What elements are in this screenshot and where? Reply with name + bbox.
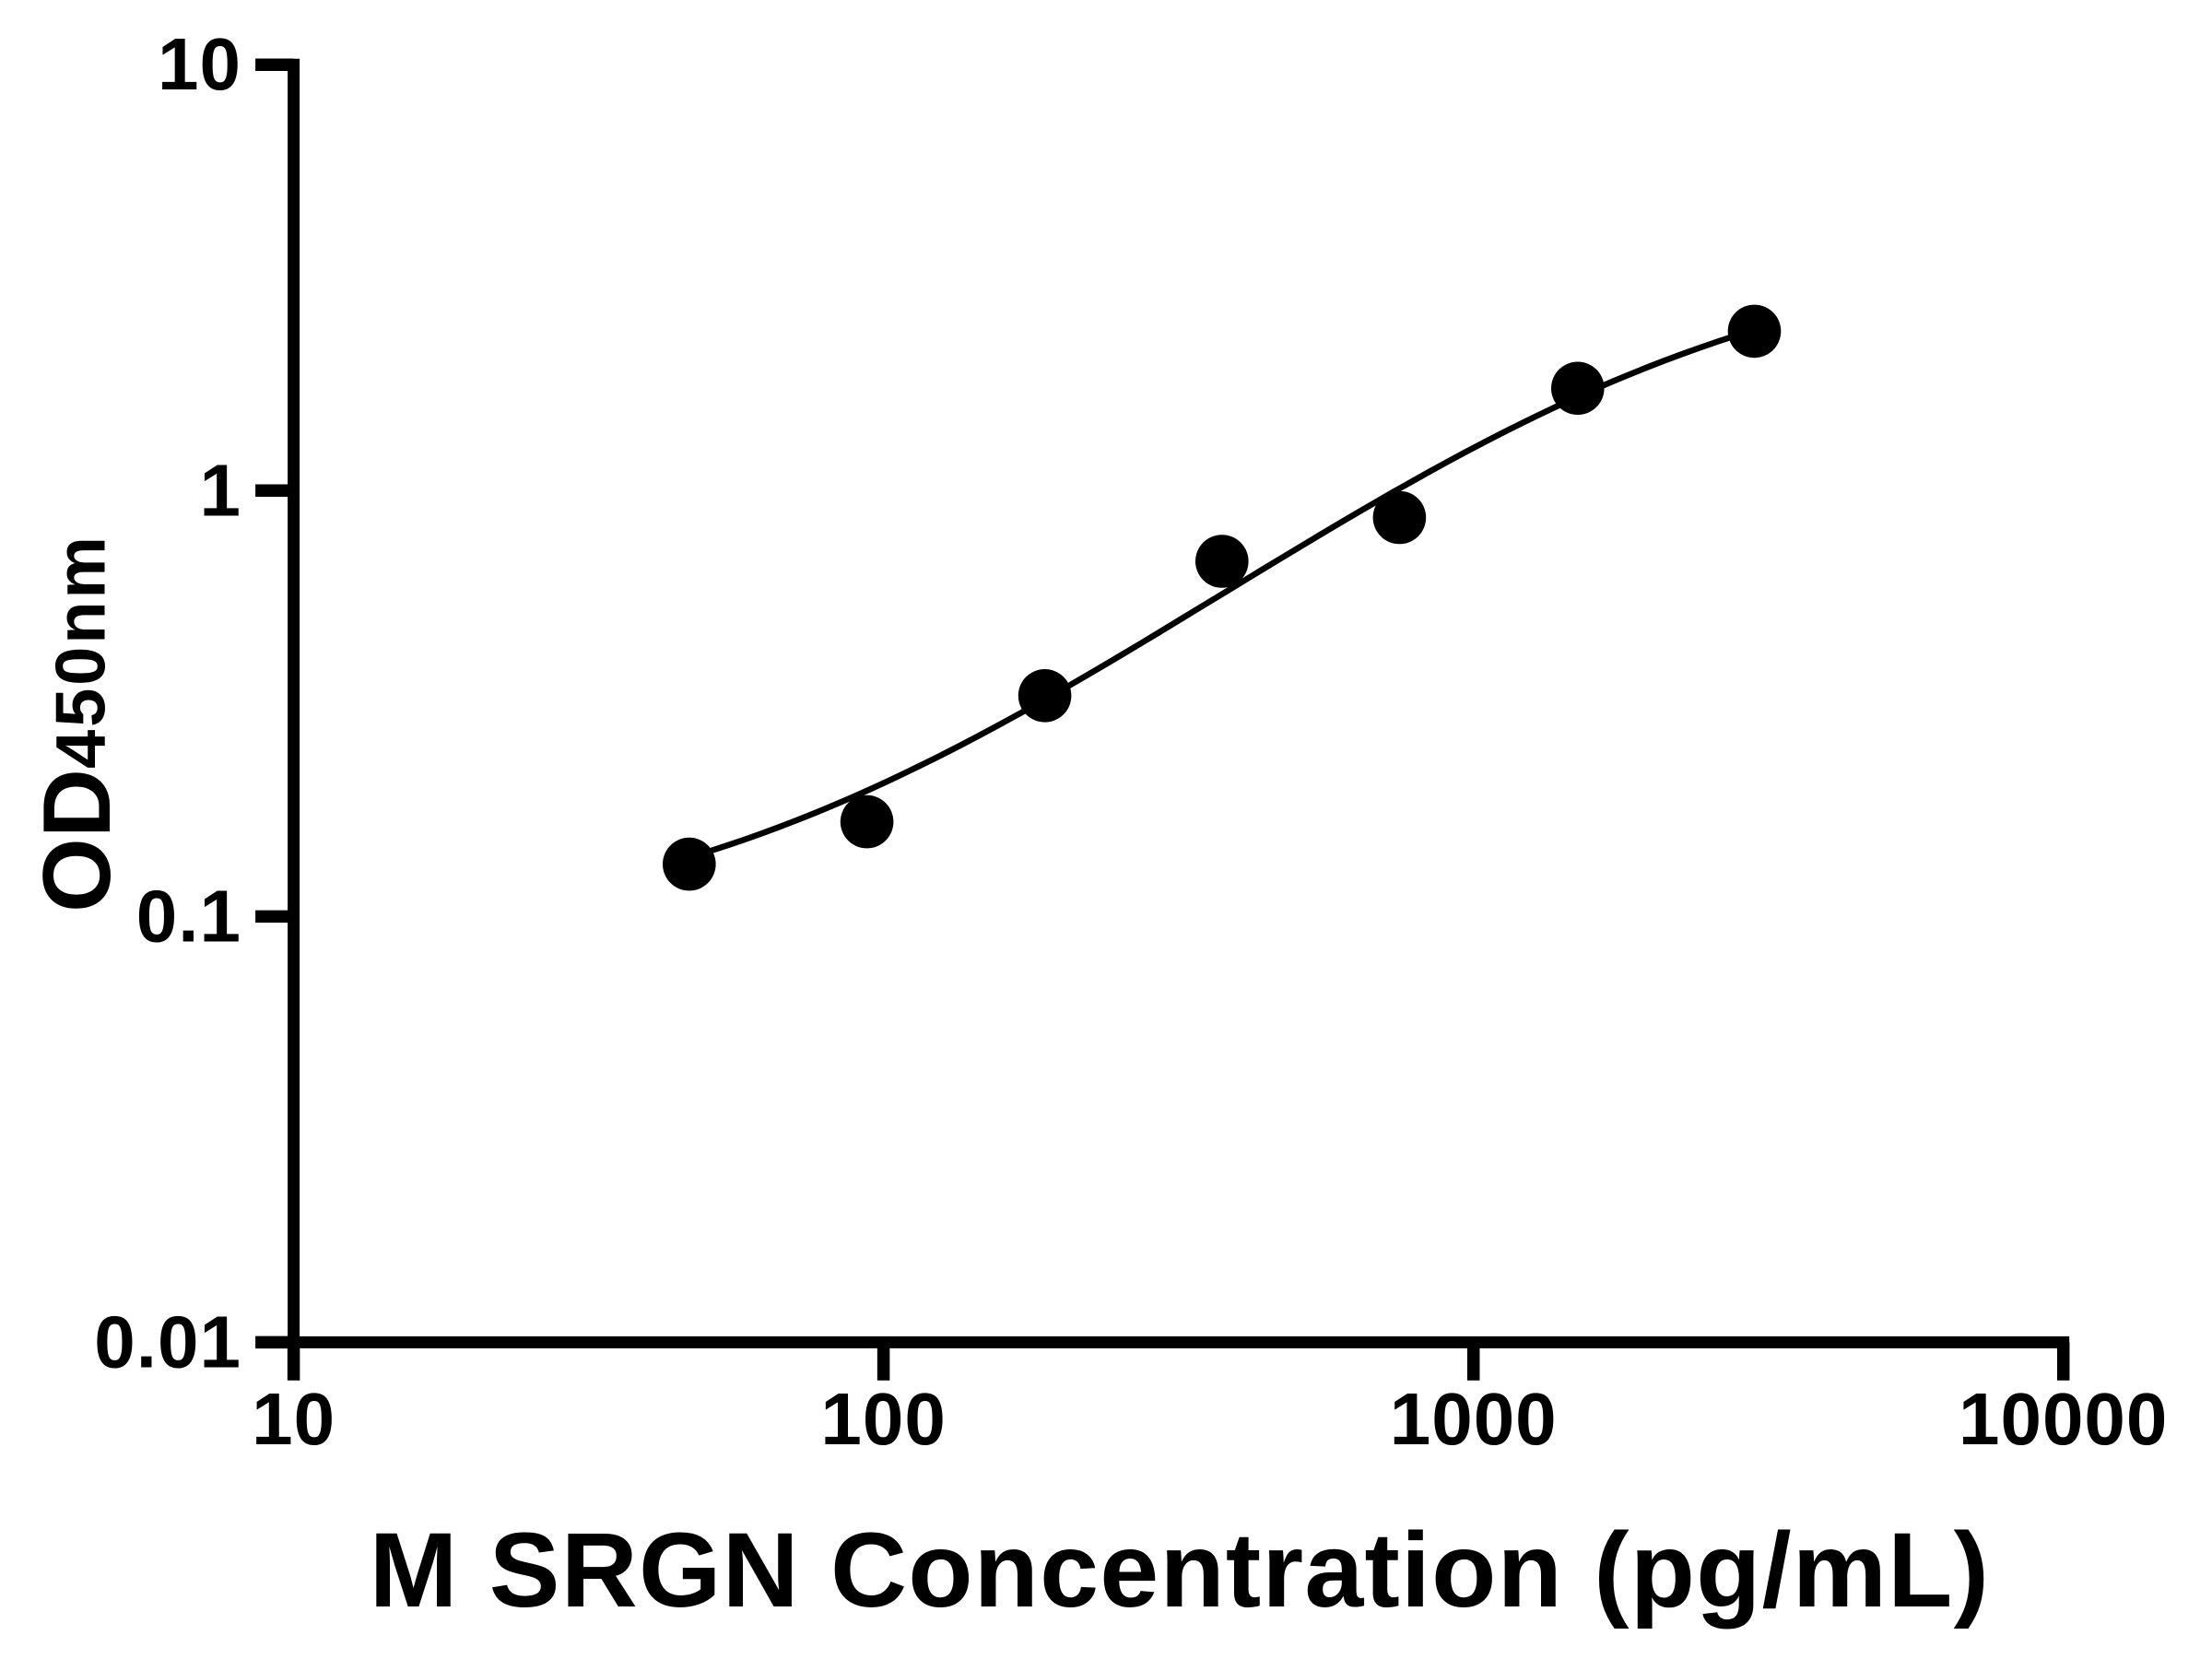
svg-text:10: 10 — [252, 1378, 335, 1460]
svg-text:0.01: 0.01 — [94, 1300, 241, 1382]
svg-text:M SRGN Concentration (pg/mL): M SRGN Concentration (pg/mL) — [370, 1512, 1991, 1630]
svg-text:100: 100 — [820, 1378, 946, 1460]
svg-text:10: 10 — [158, 23, 241, 105]
svg-text:0.1: 0.1 — [136, 875, 241, 957]
svg-text:1: 1 — [200, 449, 242, 531]
svg-text:OD450nm: OD450nm — [24, 534, 131, 912]
svg-text:10000: 10000 — [1959, 1378, 2168, 1460]
svg-text:1000: 1000 — [1390, 1378, 1558, 1460]
